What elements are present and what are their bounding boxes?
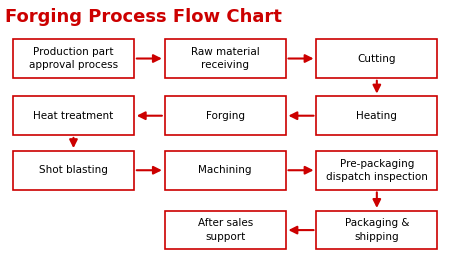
Bar (316, 211, 437, 250)
Text: Heating: Heating (356, 111, 397, 121)
Text: Heat treatment: Heat treatment (33, 111, 114, 121)
Bar (316, 39, 437, 78)
Bar (164, 211, 285, 250)
Text: Forging: Forging (206, 111, 245, 121)
Text: Production part
approval process: Production part approval process (29, 47, 118, 70)
Text: Shot blasting: Shot blasting (39, 165, 108, 175)
Bar (316, 97, 437, 135)
Bar (164, 39, 285, 78)
Text: Machining: Machining (199, 165, 252, 175)
Text: Cutting: Cutting (357, 53, 396, 64)
Text: Packaging &
shipping: Packaging & shipping (345, 218, 409, 242)
Text: Pre-packaging
dispatch inspection: Pre-packaging dispatch inspection (326, 159, 428, 182)
Bar (316, 151, 437, 189)
Text: After sales
support: After sales support (198, 218, 253, 242)
Bar (13, 97, 134, 135)
Text: Raw material
receiving: Raw material receiving (191, 47, 260, 70)
Bar (164, 151, 285, 189)
Bar (13, 39, 134, 78)
Bar (13, 151, 134, 189)
Bar (164, 97, 285, 135)
Text: Forging Process Flow Chart: Forging Process Flow Chart (5, 8, 282, 26)
